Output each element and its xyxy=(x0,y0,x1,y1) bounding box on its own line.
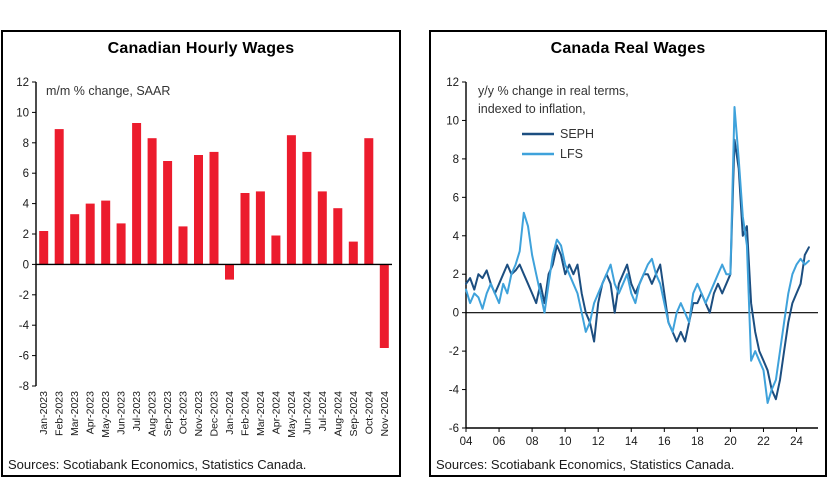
right-chart-source: Sources: Scotiabank Economics, Statistic… xyxy=(436,457,735,472)
bar xyxy=(240,193,250,265)
x-tick-label: May-2023 xyxy=(100,391,112,438)
x-tick-label: Sep-2024 xyxy=(348,391,360,437)
y-tick-label: 4 xyxy=(453,231,460,243)
bar xyxy=(132,123,142,265)
x-tick-label: May-2024 xyxy=(286,391,298,438)
x-tick-label: 20 xyxy=(724,436,737,448)
bar xyxy=(39,231,49,265)
x-tick-label: Mar-2024 xyxy=(255,391,267,436)
x-tick-label: Oct-2023 xyxy=(178,391,190,434)
x-tick-label: 04 xyxy=(460,436,473,448)
y-tick-label: 0 xyxy=(453,308,459,320)
real-wages-panel: Canada Real Wages -6 -4 -2 0 2 4 6 8 10 12 04 06 08 1… xyxy=(429,30,827,477)
bar xyxy=(163,161,173,265)
y-tick-label: 2 xyxy=(453,269,459,281)
bar xyxy=(271,235,281,265)
x-tick-label: 24 xyxy=(790,436,803,448)
y-tick-label: -6 xyxy=(449,423,459,435)
y-tick-label: 4 xyxy=(23,199,30,211)
x-tick-label: Apr-2023 xyxy=(85,391,97,434)
bar xyxy=(101,200,111,265)
y-tick-label: 6 xyxy=(453,192,459,204)
x-tick-label: Mar-2023 xyxy=(69,391,81,436)
y-tick-label: 6 xyxy=(23,168,29,180)
bar xyxy=(209,151,219,265)
right-chart-subtitle-line1: y/y % change in real terms, xyxy=(478,84,629,98)
bar xyxy=(225,264,234,280)
y-tick-label: 12 xyxy=(16,77,29,89)
x-tick-label: Nov-2024 xyxy=(379,391,391,437)
bar xyxy=(379,264,389,348)
x-tick-label: Jul-2023 xyxy=(131,391,143,431)
series-line-seph xyxy=(465,138,810,401)
x-tick-label: Sep-2023 xyxy=(162,391,174,437)
x-tick-label: 06 xyxy=(493,436,506,448)
bar xyxy=(54,129,64,265)
x-tick-label: Jun-2024 xyxy=(301,391,313,435)
right-chart-subtitle-line2: indexed to inflation, xyxy=(478,102,586,116)
x-tick-label: 16 xyxy=(658,436,671,448)
series-line-lfs xyxy=(465,106,810,404)
y-tick-label: -2 xyxy=(19,290,29,302)
y-tick-label: 8 xyxy=(453,154,459,166)
bar xyxy=(255,191,265,265)
bar xyxy=(302,151,312,265)
y-tick-label: -8 xyxy=(19,381,29,393)
y-tick-label: -4 xyxy=(449,385,460,397)
bar xyxy=(364,138,374,265)
x-tick-label: Nov-2023 xyxy=(193,391,205,437)
bar xyxy=(286,135,296,265)
x-tick-label: Jun-2023 xyxy=(116,391,128,435)
hourly-wages-panel: Canadian Hourly Wages -8 -6 -4 -2 0 2 4 6 8 10 12 J… xyxy=(1,30,401,477)
x-tick-label: Apr-2024 xyxy=(270,391,282,434)
right-chart-title: Canada Real Wages xyxy=(550,40,706,57)
y-tick-label: 8 xyxy=(23,138,29,150)
y-tick-label: 10 xyxy=(16,107,29,119)
x-tick-label: Feb-2023 xyxy=(54,391,66,436)
x-tick-label: Jan-2024 xyxy=(224,391,236,435)
bar xyxy=(317,191,327,265)
legend-label-lfs: LFS xyxy=(560,147,583,161)
left-chart-source: Sources: Scotiabank Economics, Statistic… xyxy=(8,457,307,472)
bar xyxy=(348,241,358,265)
x-tick-label: Aug-2023 xyxy=(147,391,159,437)
x-tick-label: Aug-2024 xyxy=(332,391,344,437)
x-tick-label: Dec-2023 xyxy=(209,391,221,437)
x-tick-label: Oct-2024 xyxy=(363,391,375,434)
x-tick-label: 22 xyxy=(757,436,770,448)
left-chart-subtitle: m/m % change, SAAR xyxy=(46,84,170,98)
x-tick-label: 14 xyxy=(625,436,638,448)
bar xyxy=(85,203,95,265)
y-tick-label: 10 xyxy=(446,115,459,127)
x-tick-label: Jan-2023 xyxy=(38,391,50,435)
bar xyxy=(194,155,203,265)
x-tick-label: 12 xyxy=(592,436,605,448)
y-tick-label: -4 xyxy=(19,320,30,332)
y-tick-label: -6 xyxy=(19,351,29,363)
y-tick-label: 0 xyxy=(23,259,29,271)
bar xyxy=(70,214,80,265)
bar xyxy=(178,226,188,265)
bar xyxy=(333,208,343,265)
y-tick-label: 2 xyxy=(23,229,29,241)
x-tick-label: 08 xyxy=(526,436,539,448)
y-tick-label: -2 xyxy=(449,346,459,358)
x-tick-label: Jul-2024 xyxy=(317,391,329,431)
bar xyxy=(116,223,126,265)
left-chart-title: Canadian Hourly Wages xyxy=(107,40,295,57)
x-tick-label: 10 xyxy=(559,436,572,448)
legend-label-seph: SEPH xyxy=(560,127,594,141)
x-tick-label: 18 xyxy=(691,436,704,448)
x-tick-label: Feb-2024 xyxy=(240,391,252,436)
bar xyxy=(147,138,157,265)
y-tick-label: 12 xyxy=(446,77,459,89)
